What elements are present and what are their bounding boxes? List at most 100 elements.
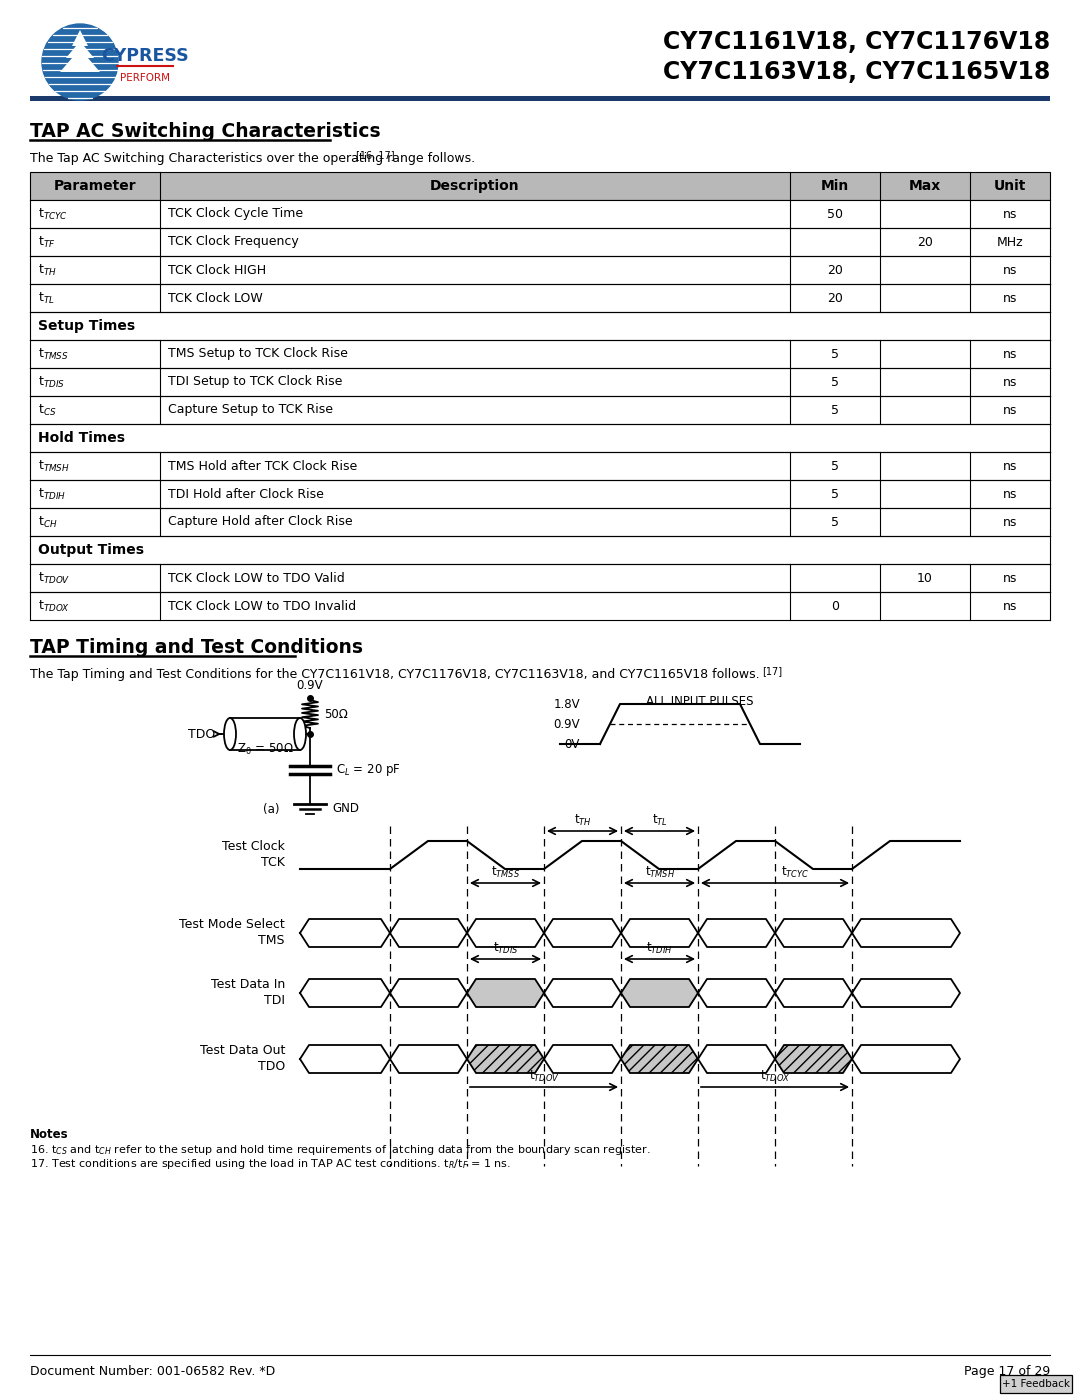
Text: C$_{L}$ = 20 pF: C$_{L}$ = 20 pF (336, 761, 401, 778)
Text: 5: 5 (831, 376, 839, 388)
Text: ns: ns (1003, 348, 1017, 360)
Text: TCK Clock LOW to TDO Invalid: TCK Clock LOW to TDO Invalid (168, 599, 356, 612)
Text: 0: 0 (831, 599, 839, 612)
Bar (30, 481, 1050, 509)
Text: Test Clock: Test Clock (222, 841, 285, 854)
Text: The Tap Timing and Test Conditions for the CY7C1161V18, CY7C1176V18, CY7C1163V18: The Tap Timing and Test Conditions for t… (30, 668, 759, 680)
Polygon shape (60, 29, 100, 80)
Text: Test Mode Select: Test Mode Select (179, 918, 285, 932)
Text: t$_{TMSS}$: t$_{TMSS}$ (491, 865, 519, 880)
Text: t$_{TH}$: t$_{TH}$ (38, 263, 57, 278)
Circle shape (42, 24, 118, 101)
Bar (30, 96, 1050, 101)
Text: Capture Hold after Clock Rise: Capture Hold after Clock Rise (168, 515, 353, 528)
Text: TCK Clock LOW: TCK Clock LOW (168, 292, 262, 305)
Text: t$_{TDOX}$: t$_{TDOX}$ (38, 598, 70, 613)
Bar (30, 200, 1050, 228)
Polygon shape (621, 1045, 698, 1073)
Text: t$_{CS}$: t$_{CS}$ (38, 402, 56, 418)
Text: TDI Hold after Clock Rise: TDI Hold after Clock Rise (168, 488, 324, 500)
Text: t$_{CH}$: t$_{CH}$ (38, 514, 57, 529)
Text: CYPRESS: CYPRESS (102, 47, 189, 66)
Bar (30, 536, 1050, 564)
Text: ns: ns (1003, 599, 1017, 612)
Text: Parameter: Parameter (54, 179, 136, 193)
Ellipse shape (294, 718, 306, 750)
Text: +1 Feedback: +1 Feedback (1002, 1379, 1070, 1389)
Bar (30, 339, 1050, 367)
Text: t$_{TCYC}$: t$_{TCYC}$ (38, 207, 68, 222)
Text: t$_{TDIH}$: t$_{TDIH}$ (646, 942, 673, 956)
Bar (1000, 1375, 1072, 1393)
Text: 20: 20 (827, 264, 842, 277)
Text: TCK: TCK (261, 856, 285, 869)
Bar (30, 312, 1050, 339)
Bar (30, 592, 1050, 620)
Text: 5: 5 (831, 488, 839, 500)
Text: 20: 20 (917, 236, 933, 249)
Text: ns: ns (1003, 515, 1017, 528)
Text: t$_{TDOV}$: t$_{TDOV}$ (528, 1069, 559, 1084)
Text: 5: 5 (831, 404, 839, 416)
Text: (a): (a) (264, 802, 280, 816)
Text: t$_{TDIS}$: t$_{TDIS}$ (492, 942, 518, 956)
Bar (230, 718, 300, 750)
Text: t$_{TF}$: t$_{TF}$ (38, 235, 55, 250)
Text: t$_{TMSH}$: t$_{TMSH}$ (645, 865, 675, 880)
Text: TMS: TMS (258, 935, 285, 947)
Text: CY7C1161V18, CY7C1176V18: CY7C1161V18, CY7C1176V18 (663, 29, 1050, 54)
Text: t$_{TDOX}$: t$_{TDOX}$ (760, 1069, 791, 1084)
Text: TDO: TDO (258, 1060, 285, 1073)
Bar (30, 425, 1050, 453)
Text: ns: ns (1003, 404, 1017, 416)
Text: 50: 50 (827, 208, 843, 221)
Polygon shape (467, 1045, 544, 1073)
Text: 0V: 0V (565, 738, 580, 750)
Text: Output Times: Output Times (38, 543, 144, 557)
Text: 17. Test conditions are specified using the load in TAP AC test conditions. t$_{: 17. Test conditions are specified using … (30, 1157, 511, 1171)
Text: Unit: Unit (994, 179, 1026, 193)
Text: 5: 5 (831, 460, 839, 472)
Text: 0.9V: 0.9V (553, 718, 580, 731)
Text: Hold Times: Hold Times (38, 432, 125, 446)
Polygon shape (775, 1045, 852, 1073)
Text: ALL INPUT PULSES: ALL INPUT PULSES (646, 694, 754, 708)
Text: 1.8V: 1.8V (553, 697, 580, 711)
Text: t$_{TMSS}$: t$_{TMSS}$ (38, 346, 69, 362)
Text: t$_{TDOV}$: t$_{TDOV}$ (38, 570, 70, 585)
Text: Min: Min (821, 179, 849, 193)
Text: Document Number: 001-06582 Rev. *D: Document Number: 001-06582 Rev. *D (30, 1365, 275, 1377)
Text: t$_{TL}$: t$_{TL}$ (651, 813, 667, 828)
Text: 20: 20 (827, 292, 842, 305)
Bar (30, 284, 1050, 312)
Text: 5: 5 (831, 348, 839, 360)
Text: TCK Clock LOW to TDO Valid: TCK Clock LOW to TDO Valid (168, 571, 345, 584)
Text: CY7C1163V18, CY7C1165V18: CY7C1163V18, CY7C1165V18 (663, 60, 1050, 84)
Text: t$_{TL}$: t$_{TL}$ (38, 291, 55, 306)
Text: Max: Max (909, 179, 941, 193)
Text: TMS Setup to TCK Clock Rise: TMS Setup to TCK Clock Rise (168, 348, 348, 360)
Text: TAP AC Switching Characteristics: TAP AC Switching Characteristics (30, 122, 380, 141)
Bar (30, 367, 1050, 395)
Text: ns: ns (1003, 292, 1017, 305)
Text: Setup Times: Setup Times (38, 319, 135, 332)
Text: t$_{TH}$: t$_{TH}$ (573, 813, 592, 828)
Text: TMS Hold after TCK Clock Rise: TMS Hold after TCK Clock Rise (168, 460, 357, 472)
Ellipse shape (224, 718, 237, 750)
Text: PERFORM: PERFORM (120, 73, 170, 82)
Text: TDI Setup to TCK Clock Rise: TDI Setup to TCK Clock Rise (168, 376, 342, 388)
Bar (30, 564, 1050, 592)
Text: 0.9V: 0.9V (297, 679, 323, 692)
Text: MHz: MHz (997, 236, 1024, 249)
Text: t$_{TCYC}$: t$_{TCYC}$ (781, 865, 809, 880)
Text: TAP Timing and Test Conditions: TAP Timing and Test Conditions (30, 638, 363, 657)
Text: TCK Clock HIGH: TCK Clock HIGH (168, 264, 266, 277)
Text: 5: 5 (831, 515, 839, 528)
Text: ns: ns (1003, 460, 1017, 472)
Text: TCK Clock Frequency: TCK Clock Frequency (168, 236, 299, 249)
Text: TDO: TDO (188, 728, 215, 740)
Text: Test Data Out: Test Data Out (200, 1045, 285, 1058)
Text: The Tap AC Switching Characteristics over the operating range follows.: The Tap AC Switching Characteristics ove… (30, 152, 475, 165)
Bar (30, 228, 1050, 256)
Bar (30, 509, 1050, 536)
